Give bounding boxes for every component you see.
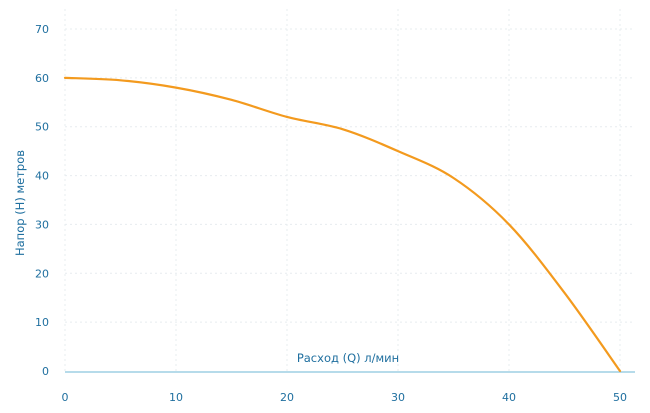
y-axis-title: Напор (H) метров [13, 150, 27, 256]
x-axis-title: Расход (Q) л/мин [297, 351, 399, 365]
series-line [63, 76, 622, 373]
y-tick-label: 0 [42, 365, 49, 378]
x-tick-label: 0 [62, 391, 69, 404]
y-tick-label: 20 [35, 267, 49, 280]
x-tick-label: 30 [391, 391, 405, 404]
x-axis-ticks: 0 10 20 30 40 50 [62, 391, 628, 404]
y-tick-label: 40 [35, 170, 49, 183]
y-tick-label: 30 [35, 218, 49, 231]
x-tick-label: 40 [502, 391, 516, 404]
y-tick-label: 10 [35, 316, 49, 329]
grid [64, 9, 635, 371]
x-tick-label: 50 [613, 391, 627, 404]
series-group [63, 76, 622, 373]
y-tick-label: 60 [35, 72, 49, 85]
y-tick-label: 70 [35, 23, 49, 36]
x-tick-label: 10 [169, 391, 183, 404]
y-axis-ticks: 0 10 20 30 40 50 60 70 [35, 23, 49, 378]
y-tick-label: 50 [35, 121, 49, 134]
x-tick-label: 20 [280, 391, 294, 404]
